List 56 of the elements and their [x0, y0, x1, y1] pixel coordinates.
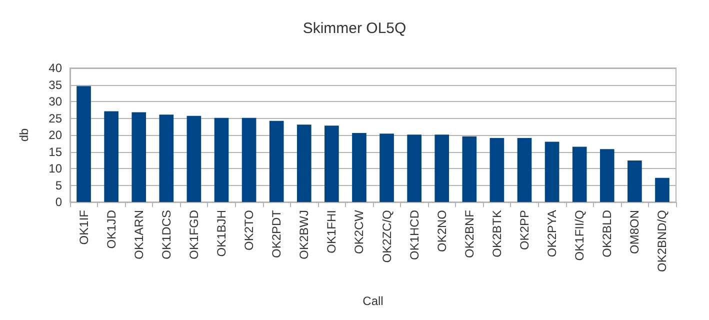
y-tick-label: 10 — [48, 162, 62, 176]
bar — [186, 116, 202, 202]
bar — [76, 86, 91, 202]
x-tick-label: OK2TO — [242, 210, 256, 250]
x-tick-label: OM8ON — [628, 210, 642, 254]
x-tick-label: OK2PP — [518, 210, 532, 250]
x-tick-label: OK2PYA — [545, 210, 560, 258]
x-tick-label: OK2BWJ — [297, 210, 312, 260]
bar — [544, 142, 560, 202]
x-tick-label: OK2PDT — [270, 209, 284, 258]
x-tick-label: OK1FII/Q — [572, 210, 587, 261]
y-tick-label: 5 — [55, 178, 62, 192]
bar — [104, 111, 118, 202]
chart-title: Skimmer OL5Q — [302, 20, 406, 37]
x-tick-label: OK2BTK — [490, 210, 504, 258]
bar — [242, 118, 256, 202]
x-tick-label: OK1IF — [76, 210, 91, 245]
bar — [490, 138, 504, 202]
x-tick-label: OK2ZC/Q — [380, 210, 394, 263]
x-tick-label: OK1FGD — [186, 210, 201, 260]
bar — [628, 160, 642, 202]
x-tick-label: OK2BNF — [462, 210, 476, 258]
bar — [269, 120, 284, 202]
bar — [352, 132, 366, 202]
y-tick-label: 35 — [48, 78, 62, 92]
x-tick-label: OK1JD — [104, 210, 118, 249]
bar — [407, 134, 422, 202]
y-tick-label: 0 — [55, 195, 62, 209]
bar — [462, 136, 477, 202]
x-tick-label: OK1ARN — [132, 210, 146, 260]
y-tick-label: 40 — [48, 61, 62, 75]
x-tick-label: OK2BLD — [600, 210, 614, 258]
bar — [214, 118, 229, 202]
y-tick-label: 30 — [48, 94, 62, 108]
x-tick-label: OK1FHI — [324, 210, 339, 254]
bar — [434, 134, 450, 202]
x-axis-title: Call — [362, 294, 384, 308]
bar — [296, 124, 312, 202]
bar — [132, 112, 146, 202]
y-tick-label: 15 — [48, 144, 62, 159]
y-axis-title: db — [17, 128, 31, 142]
y-tick-label: 25 — [48, 111, 62, 126]
bar — [159, 114, 174, 202]
x-tick-label: OK2NO — [434, 210, 449, 252]
bar — [380, 134, 394, 202]
bar — [517, 138, 532, 202]
x-tick-label: OK1DCS — [159, 210, 174, 260]
x-tick-label: OK1BJH — [214, 210, 228, 257]
x-tick-label: OK2BND/Q — [655, 210, 670, 272]
bar — [600, 149, 614, 202]
bar — [655, 178, 670, 202]
x-tick-label: OK2CW — [352, 209, 366, 254]
y-tick-label: 20 — [48, 128, 62, 142]
bar — [324, 126, 339, 202]
x-tick-label: OK1HCD — [407, 210, 422, 260]
bar — [572, 146, 587, 202]
